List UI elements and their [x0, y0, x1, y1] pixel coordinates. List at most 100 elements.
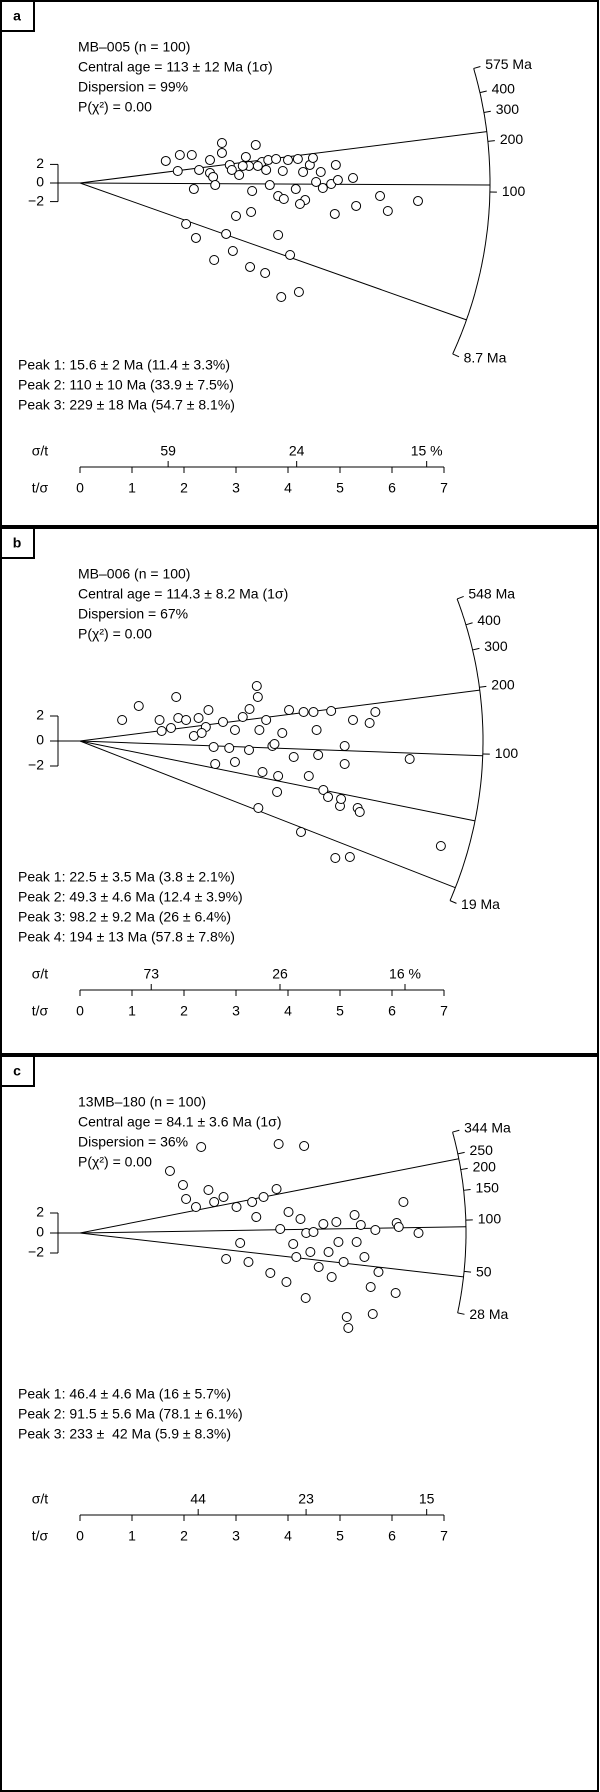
arc-tick — [483, 110, 491, 113]
data-point — [398, 1197, 409, 1207]
data-point — [281, 1277, 292, 1287]
radial-arc — [452, 1131, 467, 1314]
y-tick-label: 0 — [36, 1224, 44, 1240]
top-tick-label: 24 — [289, 443, 305, 459]
panel-label-box — [0, 527, 35, 559]
data-point — [245, 261, 256, 272]
data-point — [365, 1282, 376, 1292]
data-point — [311, 725, 322, 735]
x-tick-label: 1 — [128, 1003, 136, 1019]
peak-ray — [79, 1226, 466, 1234]
data-point — [299, 1141, 310, 1151]
data-point — [326, 706, 337, 716]
data-point — [382, 205, 393, 216]
data-point — [308, 707, 319, 717]
x-tick-label: 7 — [440, 1003, 448, 1019]
arc-tick — [487, 140, 495, 142]
data-point — [171, 692, 182, 702]
x-axis-label: t/σ — [32, 1003, 49, 1019]
x-tick-label: 5 — [336, 1003, 344, 1019]
peak-label: Peak 3: 233 ± 42 Ma (5.9 ± 8.3%) — [18, 1426, 231, 1442]
data-point — [174, 150, 185, 161]
arc-tick-label: 200 — [491, 676, 515, 692]
data-point — [221, 228, 232, 239]
arc-tick-label: 100 — [495, 745, 519, 761]
data-point — [295, 1214, 306, 1224]
radial-arc — [452, 68, 491, 355]
arc-tick — [479, 90, 487, 94]
data-point — [188, 184, 199, 195]
data-point — [203, 705, 214, 715]
info-text: MB–005 (n = 100) — [78, 39, 190, 55]
data-point — [273, 771, 284, 781]
x-tick-label: 0 — [76, 1003, 84, 1019]
y-tick-label: 2 — [36, 155, 44, 171]
info-text: P(χ²) = 0.00 — [78, 1154, 152, 1170]
data-point — [253, 803, 264, 813]
data-point — [272, 787, 283, 797]
y-tick-label: 0 — [36, 174, 44, 190]
data-point — [318, 1219, 329, 1229]
data-point — [181, 219, 192, 230]
y-tick-label: 0 — [36, 732, 44, 748]
data-point — [244, 745, 254, 755]
arc-tick-label: 400 — [477, 612, 501, 628]
panel-frame — [0, 527, 599, 1055]
top-axis-label: σ/t — [32, 443, 49, 459]
data-point — [261, 715, 272, 725]
data-point — [190, 1202, 201, 1212]
data-point — [413, 1228, 424, 1238]
x-axis-label: t/σ — [32, 480, 49, 496]
data-point — [288, 752, 299, 762]
arc-tick-label: 548 Ma — [468, 585, 515, 601]
data-point — [164, 1166, 175, 1176]
arc-tick-label: 344 Ma — [464, 1120, 511, 1136]
data-point — [251, 681, 262, 691]
data-point — [284, 705, 295, 715]
data-point — [194, 164, 205, 175]
data-point — [190, 232, 201, 243]
arc-tick-label: 100 — [478, 1210, 502, 1226]
data-point — [390, 1288, 401, 1298]
data-point — [160, 155, 171, 166]
arc-tick — [457, 1312, 465, 1315]
data-point — [294, 199, 305, 210]
data-point — [278, 193, 289, 204]
data-point — [329, 208, 340, 219]
data-point — [305, 1247, 316, 1257]
data-point — [323, 792, 334, 802]
data-point — [269, 739, 280, 749]
y-tick-label: −2 — [28, 192, 44, 208]
info-text: P(χ²) = 0.00 — [78, 626, 152, 642]
data-point — [221, 1254, 232, 1264]
peak-label: Peak 3: 98.2 ± 9.2 Ma (26 ± 6.4%) — [18, 909, 231, 925]
peak-ray — [79, 689, 480, 742]
arc-tick-label: 150 — [476, 1180, 500, 1196]
arc-tick — [456, 595, 464, 600]
data-point — [330, 853, 341, 863]
arc-tick — [449, 900, 457, 904]
data-point — [247, 185, 258, 196]
data-point — [275, 1224, 286, 1234]
data-point — [209, 1197, 220, 1207]
data-point — [133, 701, 144, 711]
data-point — [351, 200, 362, 211]
data-point — [276, 292, 287, 303]
data-point — [283, 155, 293, 166]
data-point — [292, 154, 303, 165]
x-tick-label: 2 — [180, 480, 188, 496]
data-point — [300, 1293, 311, 1303]
data-point — [177, 1180, 188, 1190]
data-point — [307, 152, 318, 163]
arc-tick-label: 300 — [496, 101, 520, 117]
arc-tick — [479, 685, 487, 688]
data-point — [303, 771, 314, 781]
data-point — [254, 725, 265, 735]
data-point — [351, 1237, 362, 1247]
x-tick-label: 2 — [180, 1528, 188, 1544]
top-tick-label: 59 — [160, 443, 176, 459]
data-point — [315, 167, 326, 178]
data-point — [261, 164, 272, 175]
data-point — [231, 1202, 242, 1212]
arc-tick — [473, 66, 481, 69]
